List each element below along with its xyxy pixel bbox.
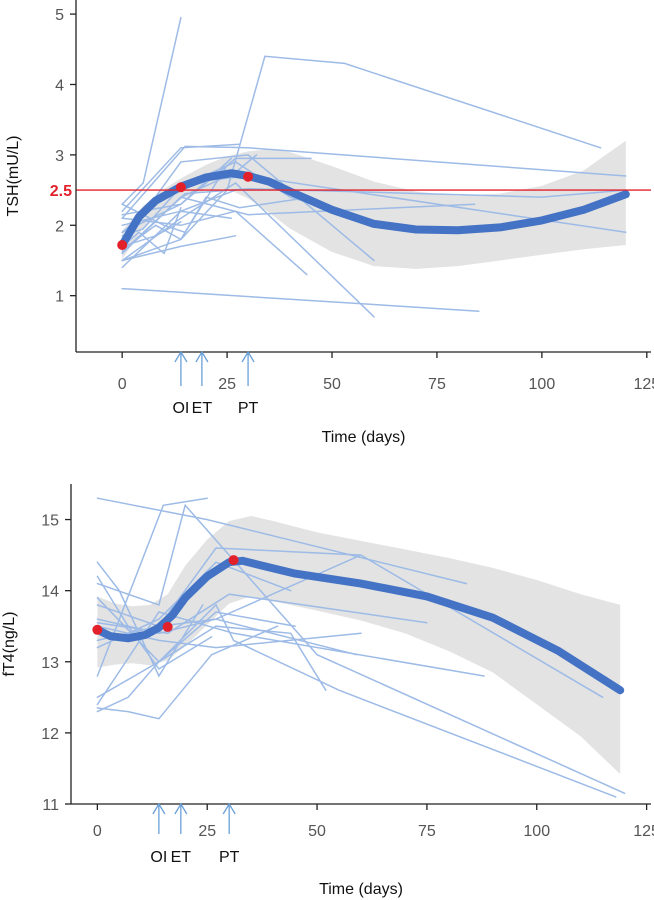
event-arrow-oi (174, 350, 188, 386)
individual-series-line-2 (96, 503, 626, 795)
y-tick-label: 12 (41, 726, 59, 743)
event-label-pt: PT (238, 400, 259, 417)
x-tick-label: 75 (428, 376, 446, 393)
event-arrow-et (195, 350, 209, 386)
event-label-pt: PT (219, 849, 240, 866)
individual-series-line-13 (96, 497, 208, 677)
individual-series-line-17 (121, 221, 182, 248)
mean-point-3 (243, 171, 254, 182)
x-tick-label: 25 (218, 376, 236, 393)
individual-series-line-6 (121, 145, 627, 219)
event-arrow-et (174, 802, 188, 834)
mean-point-2 (175, 182, 186, 193)
x-axis-title: Time (days) (322, 429, 406, 446)
individual-series-line-11 (121, 287, 480, 312)
y-tick-label: 14 (41, 584, 59, 601)
individual-series-line-5 (121, 55, 602, 262)
x-tick-label: 125 (633, 376, 654, 393)
individual-series-line-3 (121, 16, 182, 205)
x-tick-label: 100 (529, 376, 556, 393)
event-arrow-oi (152, 802, 166, 834)
individual-series-line-10 (96, 575, 213, 670)
x-tick-label: 50 (323, 376, 341, 393)
mean-point-3 (228, 555, 239, 566)
reference-line-label: 2.5 (50, 183, 72, 200)
y-tick-label: 15 (41, 513, 59, 530)
mean-point-1 (92, 624, 103, 635)
individual-series-line-9 (121, 210, 308, 276)
y-tick-label: 4 (55, 77, 64, 94)
individual-series-line-11 (96, 625, 279, 720)
event-label-oi: OI (172, 400, 189, 417)
event-label-et: ET (171, 849, 192, 866)
individual-series-line-22 (121, 187, 627, 253)
individual-series-line-1 (96, 497, 468, 585)
event-arrow-pt (222, 802, 236, 834)
individual-series-line-21 (121, 235, 237, 262)
event-arrow-pt (241, 350, 255, 386)
individual-series-line-4 (96, 611, 485, 706)
x-tick-label: 25 (198, 823, 216, 840)
x-axis-title: Time (days) (319, 881, 403, 898)
x-tick-label: 125 (633, 823, 654, 840)
x-tick-label: 100 (523, 823, 550, 840)
y-tick-label: 11 (42, 797, 59, 814)
individual-series-line-20 (121, 210, 233, 227)
x-tick-label: 0 (93, 823, 102, 840)
y-tick-label: 2 (55, 218, 64, 235)
x-tick-label: 0 (118, 376, 127, 393)
event-label-oi: OI (150, 849, 167, 866)
individual-series-line-7 (96, 611, 296, 699)
fitted-curve (118, 169, 630, 249)
tsh-panel: 2.5123450255075100125OIETPTTime (days)TS… (5, 0, 654, 446)
individual-series-line-16 (96, 593, 428, 635)
y-tick-label: 13 (41, 655, 59, 672)
mean-point-1 (117, 239, 128, 250)
y-tick-label: 3 (55, 148, 64, 165)
x-tick-label: 75 (418, 823, 436, 840)
individual-series-line-19 (121, 206, 182, 255)
y-axis-title: fT4(ng/L) (1, 612, 18, 677)
confidence-band (97, 516, 621, 775)
y-tick-label: 1 (55, 289, 64, 306)
event-label-et: ET (192, 400, 213, 417)
individual-series-line-5 (96, 603, 617, 798)
y-axis-title: TSH(mU/L) (5, 136, 22, 217)
mean-point-2 (162, 621, 173, 632)
y-tick-label: 5 (55, 7, 64, 24)
x-tick-label: 50 (308, 823, 326, 840)
